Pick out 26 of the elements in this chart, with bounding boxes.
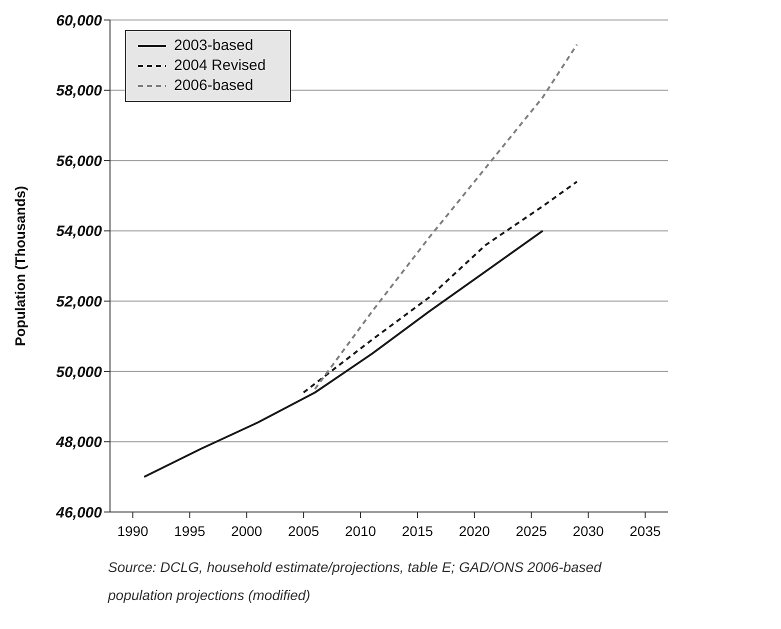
line-series [302,180,578,394]
legend-label: 2003-based [174,36,254,56]
x-tick-label: 2020 [458,522,490,539]
legend-label: 2004 Revised [174,56,266,76]
x-tick-label: 1990 [117,522,149,539]
line-series [314,44,578,390]
y-tick-label: 60,000 [56,12,103,30]
x-tick-label: 2010 [344,522,376,539]
y-tick-label: 56,000 [56,152,103,170]
y-tick-label: 50,000 [56,364,103,381]
x-tick-label: 2015 [402,522,434,539]
x-tick-label: 2035 [630,522,662,539]
line-series [143,230,544,478]
y-tick-label: 52,000 [56,293,103,310]
x-tick-label: 1995 [174,522,206,539]
y-tick-label: 48,000 [55,434,103,452]
y-tick-label: 54,000 [56,223,103,240]
x-tick-label: 2000 [231,522,262,539]
legend-label: 2006-based [174,76,254,96]
y-tick-label: 46,000 [55,504,103,522]
y-tick-label: 58,000 [56,82,103,100]
x-tick-label: 2030 [572,522,604,539]
x-tick-label: 2025 [516,522,548,539]
y-axis-title: Population (Thousands) [12,186,28,346]
x-tick-label: 2005 [288,522,320,539]
source-note: Source: DCLG, household estimate/projections, table E; GAD/ONS 2006-based population projections (modified) [108,558,603,605]
